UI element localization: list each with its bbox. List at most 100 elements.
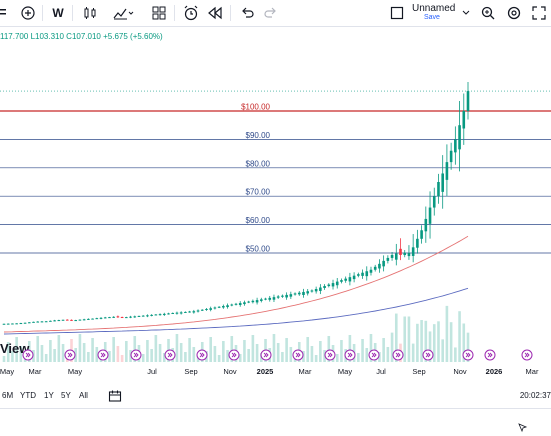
volume-bar [247,349,250,362]
menu-icon[interactable] [0,3,8,23]
event-marker-glyph [295,352,301,358]
candle-body [179,312,183,314]
alert-icon[interactable] [182,3,200,23]
calendar-icon[interactable] [108,389,122,408]
settings-icon[interactable] [504,3,524,23]
candle-body [184,311,187,313]
candle-body [310,290,314,292]
moving-average-red [3,235,469,333]
time-axis-label: Nov [223,367,237,376]
candle-body [373,266,377,270]
candle-body [432,196,436,208]
volume-bar [53,349,56,362]
volume-bar [78,334,82,362]
candle-body [357,274,360,276]
volume-bar [15,337,18,362]
redo-icon[interactable] [262,3,280,23]
candle-body [222,306,225,308]
volume-bar [466,332,470,362]
undo-icon[interactable] [238,3,256,23]
interval-button[interactable]: W [52,6,64,20]
event-marker-glyph [425,352,431,358]
layout-name[interactable]: Unnamed [412,3,456,14]
layout-save-label[interactable]: Save [424,14,440,21]
time-axis-label: Jul [376,367,386,376]
candle-body [15,323,18,325]
candle-body [154,314,158,316]
volume-bar [424,320,428,362]
volume-bar [213,346,217,362]
layout-icon[interactable] [388,3,406,23]
timeframe-5y[interactable]: 5Y [61,391,71,400]
candle-body [420,230,423,239]
candle-body [91,318,94,320]
search-icon[interactable] [478,3,498,23]
candle-body [65,319,69,321]
volume-bar [403,316,407,362]
fullscreen-icon[interactable] [530,3,548,23]
candle-body [411,247,415,256]
volume-bar [428,331,432,362]
volume-bar [222,341,225,362]
volume-bar [369,334,373,362]
volume-bar [87,352,90,362]
timeframe-ytd[interactable]: YTD [20,391,36,400]
volume-bar [365,348,369,362]
add-icon[interactable] [18,3,38,23]
candle-body [167,313,170,315]
volume-bar [112,337,115,362]
candle-body [188,311,191,313]
volume-bar [327,336,331,362]
candle-body [99,317,103,319]
chevron-down-icon[interactable] [462,3,470,23]
timeframe-all[interactable]: All [79,391,88,400]
volume-bar [116,346,120,362]
volume-bar [95,347,99,362]
volume-bar [141,354,145,362]
volume-bar [154,335,158,362]
volume-bar [458,311,461,362]
candle-body [361,272,364,276]
timeframe-6m[interactable]: 6M [2,391,14,400]
time-axis-label: May [338,367,352,376]
candle-body [125,317,128,319]
candle-body [243,302,246,305]
time-axis-label: Mar [29,367,42,376]
event-marker-glyph [327,352,333,358]
volume-bar [437,321,440,362]
candle-body [314,289,318,292]
legend-change: +5.675 (+5.60%) [103,32,163,41]
candle-body [146,315,149,317]
candle-body [116,316,120,318]
candle-body [369,269,373,273]
timeframe-1y[interactable]: 1Y [44,391,54,400]
candle-body [36,321,40,323]
candle-body [133,316,137,318]
indicators-icon[interactable] [112,3,136,23]
event-marker-glyph [347,352,353,358]
candles-icon[interactable] [82,3,98,23]
volume-bar [432,324,436,362]
toolbar-divider [230,5,231,21]
event-marker-glyph [231,352,237,358]
price-level-label: $90.00 [246,131,271,140]
candle-body [331,283,335,287]
replay-icon[interactable] [206,3,224,23]
candle-body [44,321,48,323]
price-level-label: $70.00 [246,188,271,197]
candle-body [32,321,35,323]
price-chart[interactable]: $100.00 $90.00 $80.00 $70.00 $60.00 $50.00 Vie… [0,40,551,386]
volume-bar [276,343,280,362]
price-level-label: $50.00 [246,245,271,254]
volume-bar [319,341,322,362]
templates-icon[interactable] [150,3,168,23]
candle-body [137,315,141,317]
volume-bar [146,340,149,362]
time-axis-label: Jul [147,367,157,376]
price-level-label: $60.00 [246,216,271,225]
candle-body [394,253,398,260]
event-marker-glyph [371,352,377,358]
event-marker-glyph [25,352,31,358]
volume-bar [57,335,61,362]
volume-bar [357,353,360,362]
